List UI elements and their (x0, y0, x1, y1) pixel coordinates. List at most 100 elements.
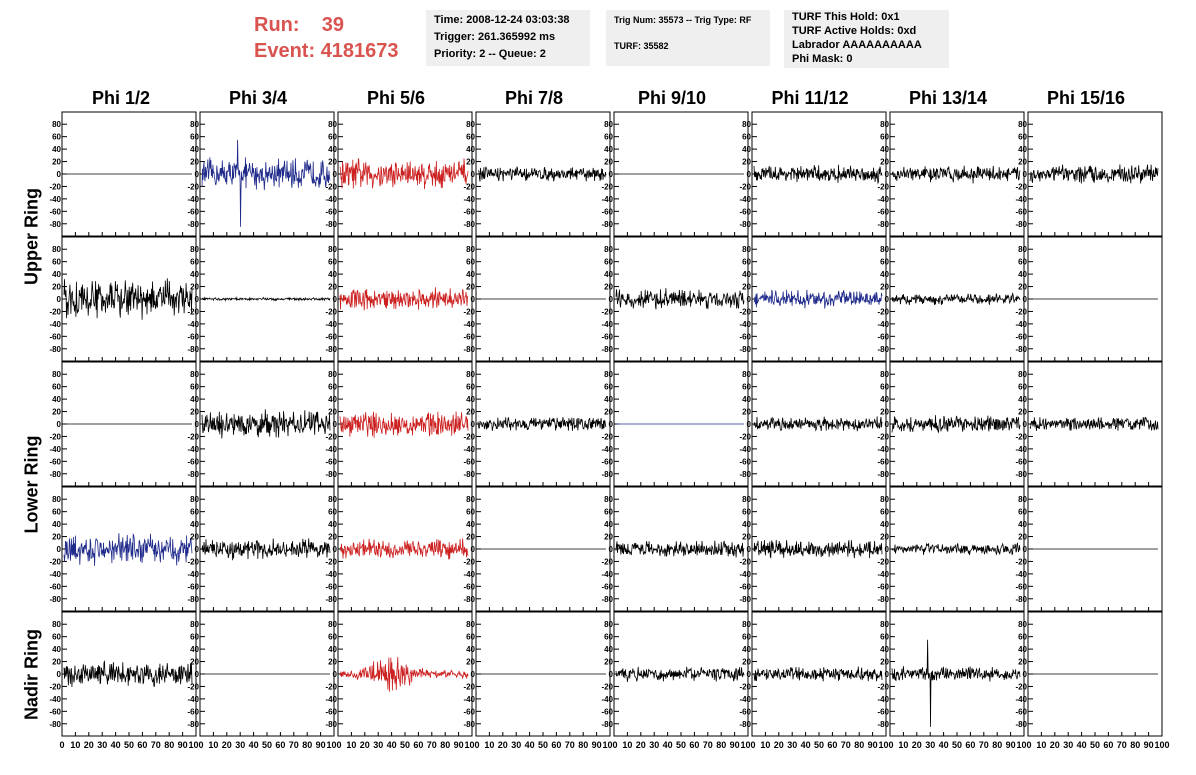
y-tick-label: -40 (49, 570, 61, 579)
y-tick-label: -60 (739, 332, 751, 341)
x-tick-label: 30 (649, 740, 659, 750)
y-tick-label: 60 (880, 633, 889, 642)
y-tick-label: 60 (604, 133, 613, 142)
y-tick-label: 60 (52, 258, 61, 267)
y-tick-label: -60 (49, 207, 61, 216)
x-tick-label: 10 (760, 740, 770, 750)
y-tick-label: -60 (325, 457, 337, 466)
y-tick-label: 40 (880, 145, 889, 154)
y-tick-label: 80 (328, 495, 337, 504)
y-tick-label: -40 (49, 695, 61, 704)
x-tick-label: 80 (854, 740, 864, 750)
x-tick-label: 90 (868, 740, 878, 750)
y-tick-label: -80 (601, 345, 613, 354)
y-tick-label: -40 (739, 695, 751, 704)
y-tick-label: 20 (604, 158, 613, 167)
y-tick-label: 80 (604, 245, 613, 254)
waveform-line (753, 666, 883, 682)
y-tick-label: -80 (187, 720, 199, 729)
y-tick-label: 40 (742, 645, 751, 654)
y-tick-label: 60 (190, 633, 199, 642)
y-tick-label: -60 (739, 707, 751, 716)
y-tick-label: 20 (742, 533, 751, 542)
y-tick-label: -60 (601, 332, 613, 341)
y-tick-label: -60 (325, 582, 337, 591)
y-tick-label: 0 (747, 545, 752, 554)
y-tick-label: -40 (187, 195, 199, 204)
y-tick-label: 20 (604, 658, 613, 667)
y-tick-label: 80 (742, 245, 751, 254)
y-tick-label: -20 (601, 182, 613, 191)
x-tick-label: 60 (551, 740, 561, 750)
x-tick-label: 90 (1144, 740, 1154, 750)
y-tick-label: 20 (190, 283, 199, 292)
x-tick-label: 90 (454, 740, 464, 750)
y-tick-label: -20 (601, 682, 613, 691)
y-tick-label: 60 (880, 383, 889, 392)
y-tick-label: -40 (739, 445, 751, 454)
y-tick-label: -20 (877, 182, 889, 191)
y-tick-label: 60 (328, 508, 337, 517)
y-tick-label: 40 (604, 145, 613, 154)
y-tick-label: -40 (877, 445, 889, 454)
y-tick-label: -80 (49, 220, 61, 229)
y-tick-label: -40 (1015, 695, 1027, 704)
y-tick-label: -40 (601, 445, 613, 454)
y-tick-label: 60 (742, 383, 751, 392)
x-tick-label: 20 (636, 740, 646, 750)
waveform-line (753, 164, 883, 185)
y-tick-label: -60 (601, 207, 613, 216)
x-tick-label: 50 (400, 740, 410, 750)
y-tick-label: -80 (601, 220, 613, 229)
y-tick-label: -60 (325, 207, 337, 216)
x-tick-label: 50 (538, 740, 548, 750)
y-tick-label: 40 (880, 270, 889, 279)
y-tick-label: -20 (739, 557, 751, 566)
y-tick-label: -80 (49, 595, 61, 604)
y-tick-label: 20 (742, 158, 751, 167)
y-tick-label: -20 (1015, 557, 1027, 566)
run-label: Run: (254, 14, 300, 36)
x-tick-label: 20 (84, 740, 94, 750)
y-tick-label: -20 (877, 557, 889, 566)
y-tick-label: -60 (1015, 207, 1027, 216)
y-tick-label: 40 (52, 645, 61, 654)
y-tick-label: -80 (325, 595, 337, 604)
x-tick-label: 20 (498, 740, 508, 750)
waveform-line (339, 538, 469, 560)
y-tick-label: -80 (739, 595, 751, 604)
x-tick-label: 70 (1117, 740, 1127, 750)
x-tick-label: 40 (939, 740, 949, 750)
waveform-line (201, 139, 331, 227)
waveform-line (753, 289, 883, 309)
x-tick-label: 20 (1050, 740, 1060, 750)
y-tick-label: 40 (880, 395, 889, 404)
y-tick-label: 60 (52, 633, 61, 642)
y-tick-label: 40 (742, 520, 751, 529)
x-tick-label: 90 (178, 740, 188, 750)
y-tick-label: -20 (1015, 307, 1027, 316)
waveform-line (63, 278, 193, 320)
y-tick-label: -40 (463, 195, 475, 204)
y-tick-label: 60 (742, 633, 751, 642)
waveform-line (891, 291, 1021, 306)
y-tick-label: -60 (463, 207, 475, 216)
y-tick-label: 80 (880, 120, 889, 129)
y-tick-label: 40 (466, 645, 475, 654)
y-tick-label: -20 (49, 307, 61, 316)
y-tick-label: -60 (1015, 582, 1027, 591)
y-tick-label: 60 (466, 633, 475, 642)
y-tick-label: 80 (880, 620, 889, 629)
y-tick-label: 0 (1023, 295, 1028, 304)
y-tick-label: 80 (52, 245, 61, 254)
y-tick-label: -20 (49, 182, 61, 191)
y-tick-label: -40 (187, 570, 199, 579)
y-tick-label: -80 (601, 595, 613, 604)
col-title-phi-1-2: Phi 1/2 (91, 88, 151, 108)
x-tick-label: 60 (413, 740, 423, 750)
y-tick-label: 20 (52, 158, 61, 167)
y-tick-label: 60 (466, 133, 475, 142)
y-tick-label: 40 (880, 520, 889, 529)
y-tick-label: 80 (604, 620, 613, 629)
y-tick-label: 60 (328, 633, 337, 642)
